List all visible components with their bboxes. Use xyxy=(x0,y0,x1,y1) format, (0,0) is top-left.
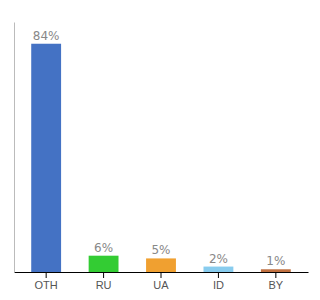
x-tick: RU xyxy=(96,272,112,291)
data-label: 1% xyxy=(266,254,285,268)
x-tick: ID xyxy=(213,272,224,291)
bar xyxy=(89,256,119,272)
data-labels: 84% 6% 5% 2% 1% xyxy=(33,29,286,269)
x-tick-label: RU xyxy=(96,279,112,291)
y-axis-line xyxy=(14,23,15,273)
x-tick: BY xyxy=(269,272,284,291)
x-tick-mark xyxy=(103,272,104,278)
bar xyxy=(31,44,61,272)
bar xyxy=(146,258,176,272)
y-axis xyxy=(14,23,15,273)
bars xyxy=(31,44,291,272)
x-tick-label: OTH xyxy=(35,279,58,291)
data-label: 2% xyxy=(209,252,228,266)
x-tick-label: UA xyxy=(153,279,169,291)
bar xyxy=(261,269,291,272)
x-tick: OTH xyxy=(35,272,58,291)
x-tick-label: BY xyxy=(269,279,284,291)
chart: OTH RU UA ID BY 84% 6% 5% 2% 1% xyxy=(0,0,320,300)
plot: OTH RU UA ID BY 84% 6% 5% 2% 1% xyxy=(15,23,309,291)
x-axis: OTH RU UA ID BY xyxy=(15,272,309,291)
data-label: 6% xyxy=(94,241,113,255)
x-tick-mark xyxy=(46,272,47,278)
x-tick-mark xyxy=(275,272,276,278)
x-tick: UA xyxy=(153,272,169,291)
x-tick-mark xyxy=(218,272,219,278)
data-label: 5% xyxy=(151,243,170,257)
x-tick-mark xyxy=(161,272,162,278)
x-tick-label: ID xyxy=(213,279,224,291)
bar xyxy=(203,267,233,272)
data-label: 84% xyxy=(33,29,60,43)
